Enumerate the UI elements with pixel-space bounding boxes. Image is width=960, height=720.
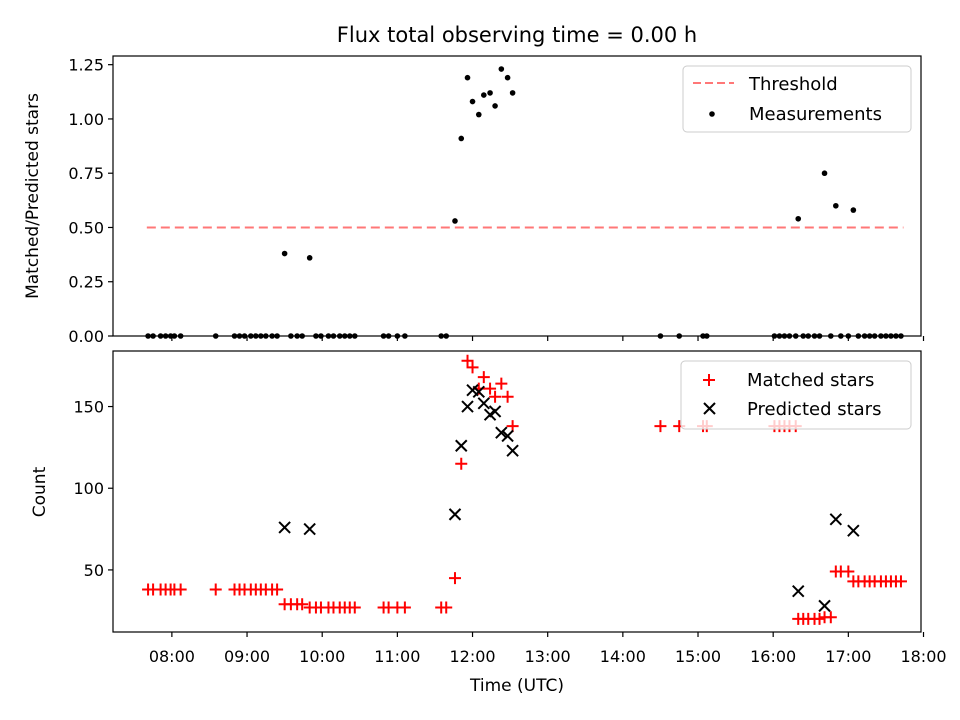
predicted-star-point: [303, 522, 316, 536]
measurement-point: [487, 90, 493, 96]
matched-star-point: [489, 390, 502, 403]
measurement-point: [281, 250, 288, 257]
matched-star-point: [296, 598, 309, 611]
x-tick-label: 17:00: [825, 647, 871, 666]
y-tick-label: 0.75: [68, 164, 104, 183]
measurement-point: [475, 111, 482, 118]
matched-star-point: [813, 612, 826, 625]
top-y-axis-label: Matched/Predicted stars: [23, 93, 43, 299]
measurement-point: [850, 207, 857, 213]
bottom-y-axis-label: Count: [30, 466, 50, 517]
measurement-point: [504, 74, 511, 81]
matched-star-point: [174, 583, 187, 596]
matched-star-point: [501, 390, 514, 403]
bottom-frame: [112, 350, 922, 633]
x-tick-label: 16:00: [750, 647, 796, 666]
matched-star-point: [209, 583, 222, 596]
bottom-x-ticks: 08:00 09:00 10:00 11:00 12:00 13:00 14:00 15:00…: [149, 632, 947, 666]
matched-star-point: [461, 354, 474, 367]
top-x-ticks: [171, 336, 925, 341]
predicted-star-point: [818, 599, 831, 613]
bottom-y-ticks: 50 100 150: [73, 398, 113, 580]
predicted-star-point: [488, 405, 502, 418]
y-tick-label: 50: [84, 561, 104, 580]
x-tick-label: 18:00: [900, 647, 946, 666]
predicted-star-point: [847, 524, 860, 537]
x-tick-label: 12:00: [449, 647, 495, 666]
measurement-point: [306, 255, 313, 261]
y-tick-label: 100: [73, 479, 104, 498]
x-axis-label: Time (UTC): [469, 676, 564, 696]
predicted-star-point: [792, 584, 805, 598]
x-tick-label: 13:00: [525, 647, 571, 666]
legend-measurements-label: Measurements: [749, 104, 882, 125]
predicted-star-point: [829, 513, 843, 526]
measurement-point: [464, 74, 471, 81]
y-tick-label: 150: [73, 398, 104, 417]
top-frame: [112, 55, 922, 337]
matched-star-point: [466, 361, 479, 374]
predicted-star-point: [461, 400, 474, 413]
measurement-point: [469, 98, 476, 105]
y-tick-label: 1.25: [68, 56, 104, 75]
matched-star-point: [398, 601, 411, 614]
matched-star-point: [455, 457, 468, 470]
matched-star-point: [894, 575, 907, 588]
x-tick-label: 14:00: [600, 647, 646, 666]
top-legend: Threshold Measurements: [682, 65, 912, 133]
y-tick-label: 0.50: [68, 218, 104, 237]
y-tick-label: 0.00: [68, 327, 104, 346]
x-tick-label: 11:00: [374, 647, 420, 666]
matched-star-point: [271, 583, 284, 596]
x-tick-label: 09:00: [224, 647, 270, 666]
predicted-star-point: [448, 508, 462, 521]
legend-threshold-label: Threshold: [748, 74, 838, 95]
y-tick-label: 0.25: [68, 273, 104, 292]
measurement-point: [492, 103, 498, 109]
measurement-point: [795, 215, 802, 222]
matched-star-point: [842, 565, 855, 578]
legend-matched-marker: [703, 374, 715, 386]
measurement-point: [821, 170, 828, 177]
measurement-point: [458, 135, 465, 142]
predicted-star-point: [278, 521, 291, 534]
predicted-star-point: [495, 426, 508, 439]
predicted-star-point: [506, 444, 519, 457]
bottom-panel: 50 100 150 08:00 09:00 10:00 11:00 12:00 13:00 1…: [30, 350, 947, 696]
predicted-star-point: [501, 429, 514, 443]
top-y-ticks: 0.00 0.25 0.50 0.75 1.00 1.25: [68, 56, 113, 346]
measurement-point: [509, 90, 516, 96]
top-panel: 0.00 0.25 0.50 0.75 1.00 1.25 Matched/Predict…: [23, 55, 925, 346]
matched-star-point: [654, 420, 667, 433]
bottom-legend: Matched stars Predicted stars: [680, 360, 912, 430]
matched-star-point: [484, 382, 497, 395]
y-tick-label: 1.00: [68, 110, 104, 129]
x-tick-label: 08:00: [149, 647, 195, 666]
measurement-point: [833, 202, 839, 209]
matched-star-point: [824, 611, 837, 624]
predicted-star-point: [472, 385, 485, 399]
matched-star-point: [495, 377, 508, 390]
measurement-point: [498, 66, 505, 72]
measurement-point: [481, 92, 487, 98]
legend-predicted-label: Predicted stars: [747, 399, 881, 420]
legend-matched-label: Matched stars: [747, 370, 874, 391]
matched-star-point: [477, 371, 490, 384]
measurement-point: [452, 218, 458, 224]
matched-star-point: [440, 601, 453, 614]
x-tick-label: 15:00: [675, 647, 721, 666]
predicted-star-point: [455, 439, 468, 452]
legend-predicted-marker: [703, 402, 716, 415]
x-tick-label: 10:00: [299, 647, 345, 666]
predicted-star-point: [477, 397, 491, 410]
chart-title: Flux total observing time = 0.00 h: [337, 23, 697, 47]
legend-measurements-marker: [709, 111, 715, 117]
matched-star-point: [448, 572, 461, 585]
matched-star-point: [348, 601, 361, 614]
